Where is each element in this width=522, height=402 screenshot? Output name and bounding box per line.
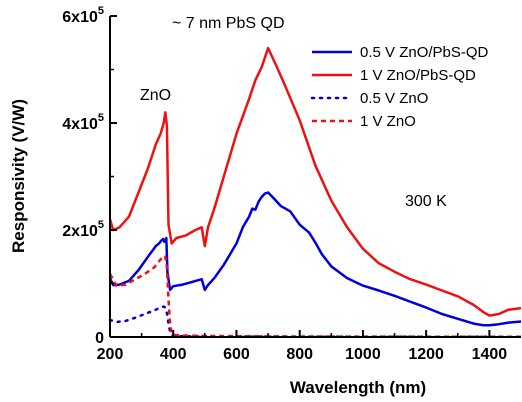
- legend-label-3: 0.5 V ZnO: [360, 90, 428, 107]
- legend-label-1: 0.5 V ZnO/PbS-QD: [360, 44, 489, 61]
- x-tick-label: 800: [286, 346, 313, 363]
- x-tick-label: 200: [97, 346, 124, 363]
- legend-label-4: 1 V ZnO: [360, 113, 416, 130]
- legend-label-2: 1 V ZnO/PbS-QD: [360, 67, 476, 84]
- y-axis-title: Responsivity (V/W): [9, 99, 28, 253]
- y-tick-label: 2x105: [62, 219, 104, 240]
- series-line-3: [108, 305, 522, 339]
- series-line-1: [108, 191, 522, 327]
- annotation-zno: ZnO: [140, 87, 171, 104]
- x-tick-label: 600: [223, 346, 250, 363]
- series-line-2: [108, 46, 522, 317]
- y-tick-label: 4x105: [62, 112, 104, 133]
- x-axis-title: Wavelength (nm): [290, 378, 426, 397]
- y-tick-label: 6x105: [62, 5, 104, 26]
- x-tick-label: 1400: [472, 346, 508, 363]
- x-tick-label: 1200: [408, 346, 444, 363]
- ticks-group: 200 400 600 800 1000 1200 1400 0 2x105 4x105 6x105: [62, 5, 507, 363]
- x-tick-label: 400: [160, 346, 187, 363]
- series-group: [108, 46, 522, 339]
- x-tick-label: 1000: [345, 346, 381, 363]
- legend: 0.5 V ZnO/PbS-QD 1 V ZnO/PbS-QD 0.5 V ZnO 1…: [310, 44, 489, 130]
- annotation-pbs-qd-size: ~ 7 nm PbS QD: [172, 15, 285, 32]
- annotation-temperature: 300 K: [405, 193, 447, 210]
- y-tick-label: 0: [95, 330, 104, 347]
